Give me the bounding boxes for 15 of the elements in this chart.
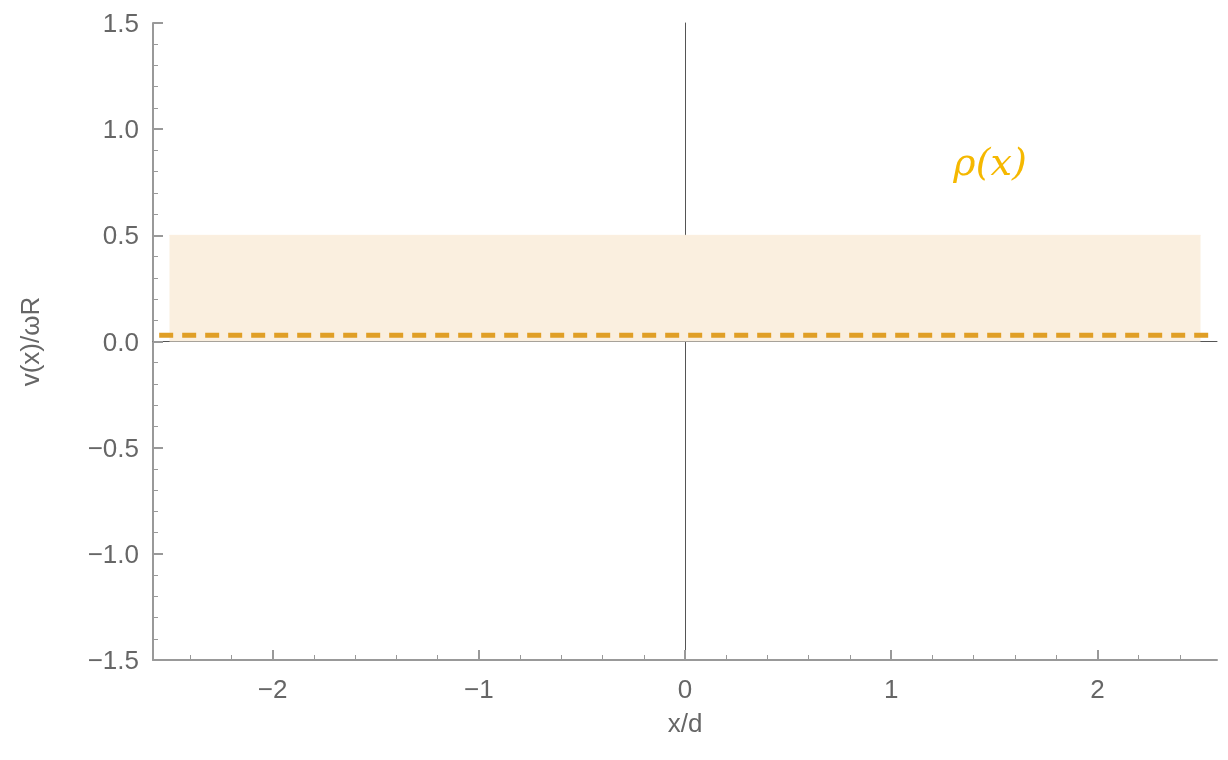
x-tick-label: −2 xyxy=(257,674,288,704)
y-axis-title: v(x)/ωR xyxy=(15,296,45,387)
y-tick-label: 1.5 xyxy=(102,8,139,38)
x-tick-label: 0 xyxy=(677,674,693,704)
y-tick-label: −1.0 xyxy=(87,538,139,569)
y-tick-label: 0.5 xyxy=(102,220,139,251)
y-tick-label: −0.5 xyxy=(87,432,139,463)
y-tick-label: 1.0 xyxy=(102,114,139,145)
annotation: ρ(x) xyxy=(952,140,1027,184)
x-tick-label: 2 xyxy=(1090,674,1105,704)
y-tick-label: −1.5 xyxy=(87,645,139,675)
x-tick-label: 1 xyxy=(883,674,899,704)
x-tick-label: −1 xyxy=(463,674,494,704)
y-tick-label: 0.0 xyxy=(102,326,139,357)
x-axis-title: x/d xyxy=(667,708,703,738)
